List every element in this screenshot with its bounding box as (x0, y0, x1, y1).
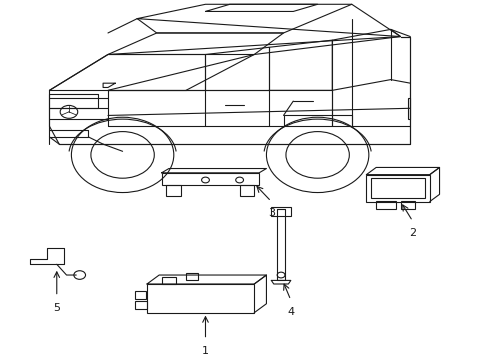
Bar (271, 207, 290, 216)
Bar (166, 185, 181, 196)
Text: 2: 2 (408, 228, 415, 238)
Bar (161, 277, 176, 284)
Text: 1: 1 (202, 346, 208, 356)
Bar (400, 201, 414, 209)
Bar (161, 173, 259, 185)
Text: 5: 5 (53, 303, 60, 313)
Text: 4: 4 (286, 307, 294, 316)
Bar (135, 301, 147, 309)
Bar (407, 98, 409, 119)
Bar (135, 291, 145, 299)
Text: 3: 3 (267, 208, 274, 218)
Bar (375, 201, 395, 209)
Bar (370, 178, 424, 198)
Bar (239, 185, 254, 196)
Bar (147, 284, 254, 313)
Bar (185, 273, 198, 279)
Bar (366, 175, 429, 202)
